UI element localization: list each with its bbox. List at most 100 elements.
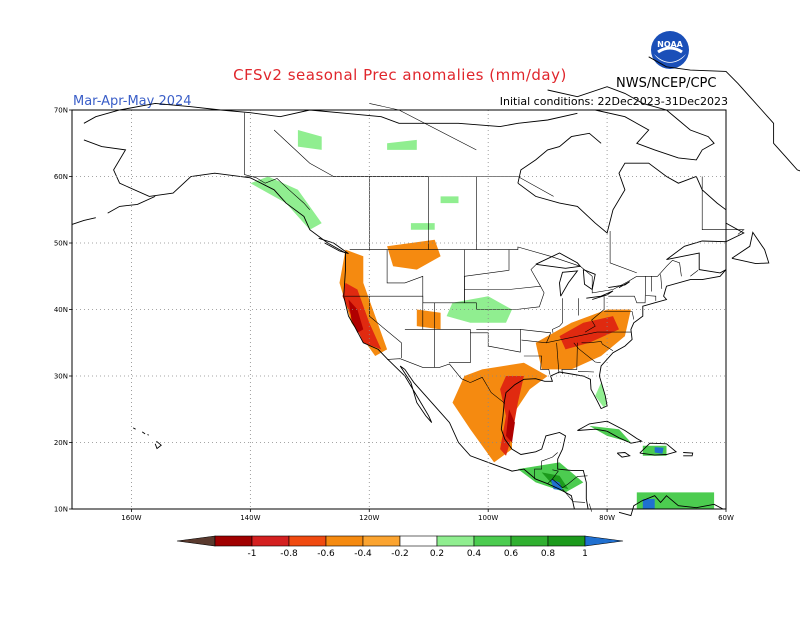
colorbar: -1 -0.8 -0.6 -0.4 -0.2 0.2 0.4 0.6 0.8 1 [176,535,624,559]
coastline [71,217,96,225]
anomaly-patch [541,472,569,490]
anomaly-patch [595,382,608,408]
colorbar-box [288,535,327,547]
coastline [683,452,694,457]
border-line [547,469,559,484]
logo-text: NOAA [657,40,683,49]
coastline [141,431,146,435]
border-line [368,176,430,250]
colorbar-label: -0.4 [354,549,372,559]
border-line [604,311,635,320]
lat-tick-label: 60N [54,173,68,181]
colorbar-label: -0.8 [280,549,298,559]
anomaly-patch [440,196,459,204]
border-line [530,264,541,287]
lon-tick-label: 140W [240,514,260,522]
border-line [690,270,699,277]
anomaly-patch [297,130,322,150]
colorbar-label: 0.8 [541,549,556,559]
border-line [349,246,682,294]
border-line [344,295,424,330]
coastline [666,209,745,274]
colorbar-box [362,535,401,547]
anomaly-patch [387,139,417,150]
coastline [577,420,643,444]
anomaly-patch [642,499,655,509]
colorbar-box [251,535,290,547]
colorbar-box [436,535,475,547]
colorbar-label: -0.2 [391,549,409,559]
colorbar-label: -1 [248,549,257,559]
border-line [244,112,311,210]
coastline [616,452,631,458]
border-line [556,342,560,374]
border-line [701,176,745,235]
anomaly-patch [506,409,515,443]
lat-tick-label: 30N [54,373,68,381]
border-line [562,488,586,503]
political-borders [244,103,745,512]
coastline [107,195,156,214]
anomaly-patch [348,299,364,333]
coastline [586,290,614,300]
anomaly-patch [410,223,435,230]
border-line [534,452,558,480]
lat-lon-grid [72,110,726,509]
anomaly-patch [636,492,715,509]
coastline [559,270,579,297]
border-line [577,371,595,373]
border-line [552,298,563,333]
border-line [523,355,551,375]
map-title: CFSv2 seasonal Prec anomalies (mm/day) [233,66,567,84]
coastline [731,231,770,265]
coastline [648,56,800,172]
coastline [318,237,349,255]
coastline [83,139,575,510]
border-line [475,176,554,250]
colorbar-box [510,535,549,547]
noaa-logo: NOAA [651,31,689,69]
border-line [520,329,552,344]
lon-tick-label: 80W [599,514,615,522]
initial-conditions-label: Initial conditions: 22Dec2023-31Dec2023 [499,95,728,108]
anomaly-patch [452,362,548,463]
border-line [609,231,637,274]
colorbar-arrow-left [176,535,216,547]
border-line [464,249,510,277]
coastline [535,252,582,269]
border-line [273,129,370,177]
border-line [660,274,663,289]
border-line [470,329,521,353]
lat-tick-label: 20N [54,439,68,447]
coastline [83,102,578,128]
colorbar-label: 1 [582,549,588,559]
colorbar-label: 0.2 [430,549,444,559]
colorbar-box [473,535,512,547]
colorbar-arrow-right [584,535,624,547]
colorbar-box [399,535,438,547]
colorbar-box [214,535,253,547]
anomaly-patch [550,479,563,491]
lat-tick-label: 40N [54,306,68,314]
lon-tick-label: 160W [121,514,141,522]
coastline [517,132,602,184]
border-line [589,503,592,512]
coastlines [71,56,800,517]
border-line [645,295,657,301]
lon-tick-label: 120W [359,514,379,522]
anomaly-layer [250,130,715,509]
coastline [639,442,678,456]
anomaly-patch [339,249,388,356]
border-line [581,341,614,351]
anomaly-patch [416,309,441,330]
axis-ticks: 70N 60N 50N 40N 30N 20N 10N 160W 140W 120W 100W 80W… [54,107,734,523]
colorbar-box [547,535,586,547]
lon-tick-label: 60W [718,514,734,522]
border-line [608,276,646,304]
border-line [422,329,471,364]
border-line [561,342,578,375]
coastline [147,434,149,436]
lat-tick-label: 70N [54,107,68,115]
colorbar-box [325,535,364,547]
border-line [387,358,505,404]
